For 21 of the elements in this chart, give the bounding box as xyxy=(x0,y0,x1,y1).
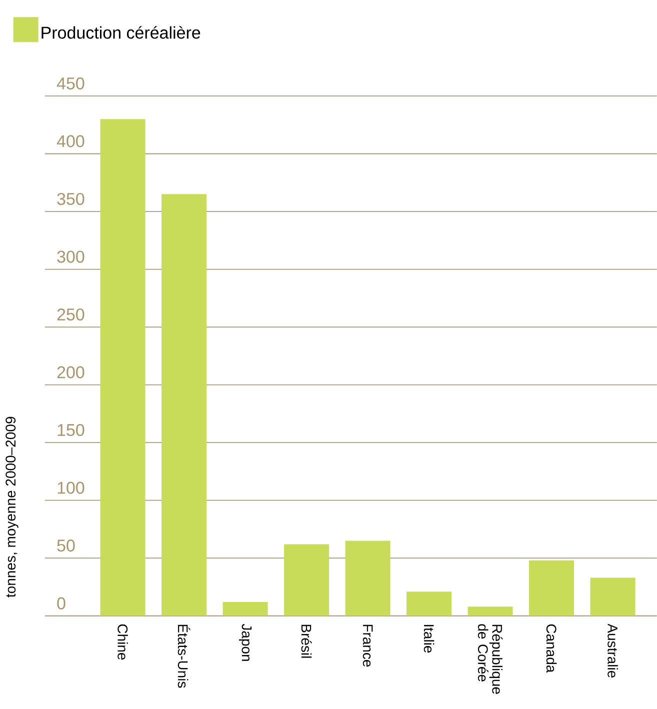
x-tick-label: Australie xyxy=(607,624,618,678)
legend-label: Production céréalière xyxy=(42,26,200,39)
y-tick-label: 100 xyxy=(58,482,84,494)
x-tick-label: Chine xyxy=(117,624,128,660)
x-tick-label: Japon xyxy=(238,624,252,661)
x-tick-label: France xyxy=(362,624,372,667)
y-axis-title: tonnes, moyenne 2000–2009 xyxy=(5,416,18,598)
y-tick-label: 200 xyxy=(57,366,84,378)
y-tick-label: 350 xyxy=(57,192,84,205)
x-tick-label: Canada xyxy=(546,624,557,673)
y-tick-label: 450 xyxy=(56,77,84,90)
x-tick-label: Italie xyxy=(424,624,434,653)
y-tick-label: 300 xyxy=(57,250,84,263)
x-tick-label: République de Corée xyxy=(478,624,502,694)
y-tick-label: 400 xyxy=(56,135,84,148)
y-tick-label: 0 xyxy=(57,597,66,610)
y-tick-label: 250 xyxy=(57,308,84,321)
x-tick-label: Brésil xyxy=(301,624,312,658)
y-tick-label: 150 xyxy=(58,424,84,436)
x-tick-label: États-Unis xyxy=(178,624,190,688)
y-tick-label: 50 xyxy=(57,540,75,552)
